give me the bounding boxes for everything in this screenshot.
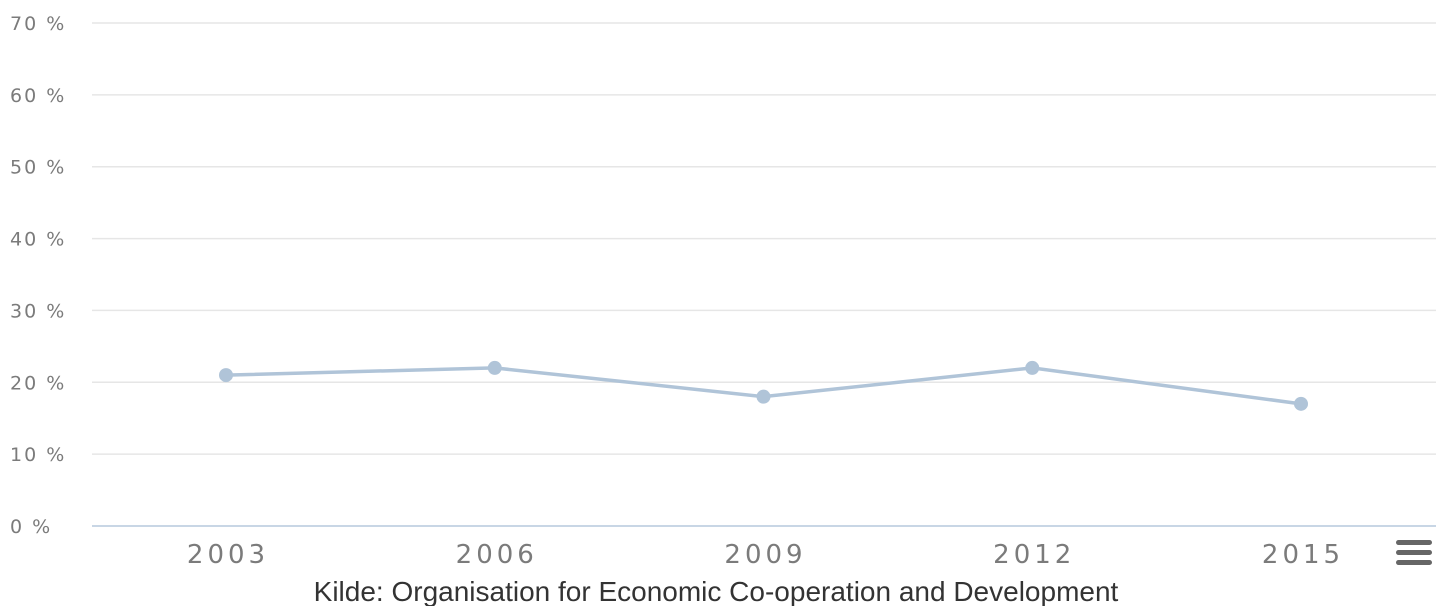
x-tick-label: 2003 bbox=[187, 540, 269, 570]
x-tick-label: 2015 bbox=[1262, 540, 1344, 570]
y-tick-label: 70 % bbox=[10, 13, 66, 35]
y-tick-label: 50 % bbox=[10, 157, 66, 179]
data-point[interactable] bbox=[1294, 396, 1308, 411]
source-credit: Kilde: Organisation for Economic Co-oper… bbox=[314, 576, 1119, 606]
chart-menu-button[interactable] bbox=[1396, 540, 1432, 570]
y-tick-label: 10 % bbox=[10, 444, 66, 466]
x-tick-label: 2012 bbox=[993, 540, 1075, 570]
data-point[interactable] bbox=[487, 360, 502, 375]
data-point[interactable] bbox=[219, 368, 233, 383]
x-tick-label: 2006 bbox=[456, 540, 538, 570]
y-tick-label: 20 % bbox=[10, 372, 66, 394]
hamburger-icon bbox=[1396, 540, 1432, 565]
data-point[interactable] bbox=[1025, 360, 1040, 375]
y-tick-label: 60 % bbox=[10, 85, 66, 107]
data-point[interactable] bbox=[756, 389, 771, 404]
y-tick-label: 40 % bbox=[10, 229, 66, 251]
y-tick-label: 30 % bbox=[10, 300, 66, 322]
y-tick-label: 0 % bbox=[10, 516, 52, 538]
x-tick-label: 2009 bbox=[724, 540, 806, 570]
